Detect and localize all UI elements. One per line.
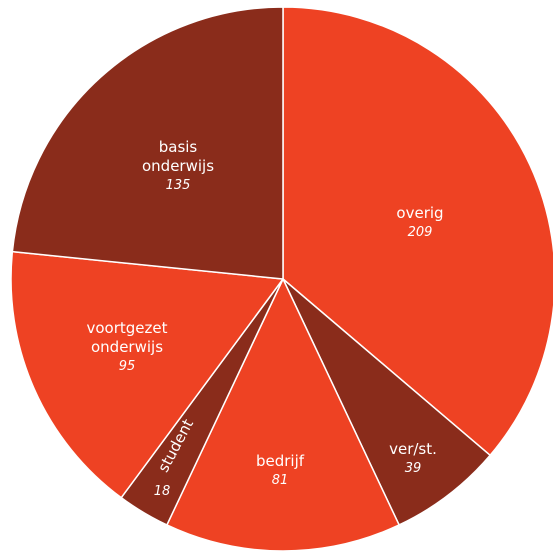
slice-value-voortgezet-onderwijs: 95 xyxy=(119,359,136,374)
slice-label-overig: overig xyxy=(396,204,443,222)
slice-label-basis-onderwijs: basis onderwijs xyxy=(142,138,214,175)
slice-value-bedrijf: 81 xyxy=(272,473,289,488)
slice-overig xyxy=(282,6,553,457)
slice-basis-onderwijs xyxy=(11,6,284,280)
slice-value-basis-onderwijs: 135 xyxy=(166,178,191,193)
slice-bedrijf xyxy=(166,278,400,552)
slice-label-bedrijf: bedrijf xyxy=(256,452,305,470)
slice-value-ver-st: 39 xyxy=(405,461,422,476)
slice-value-overig: 209 xyxy=(408,225,433,240)
slice-label-ver-st: ver/st. xyxy=(389,440,437,458)
slice-ver-st xyxy=(282,278,491,526)
pie-slices xyxy=(10,6,553,552)
slice-label-voortgezet-onderwijs: voortgezet onderwijs xyxy=(86,319,167,356)
slice-value-student: 18 xyxy=(154,484,171,499)
slice-voortgezet-onderwijs xyxy=(10,250,284,499)
